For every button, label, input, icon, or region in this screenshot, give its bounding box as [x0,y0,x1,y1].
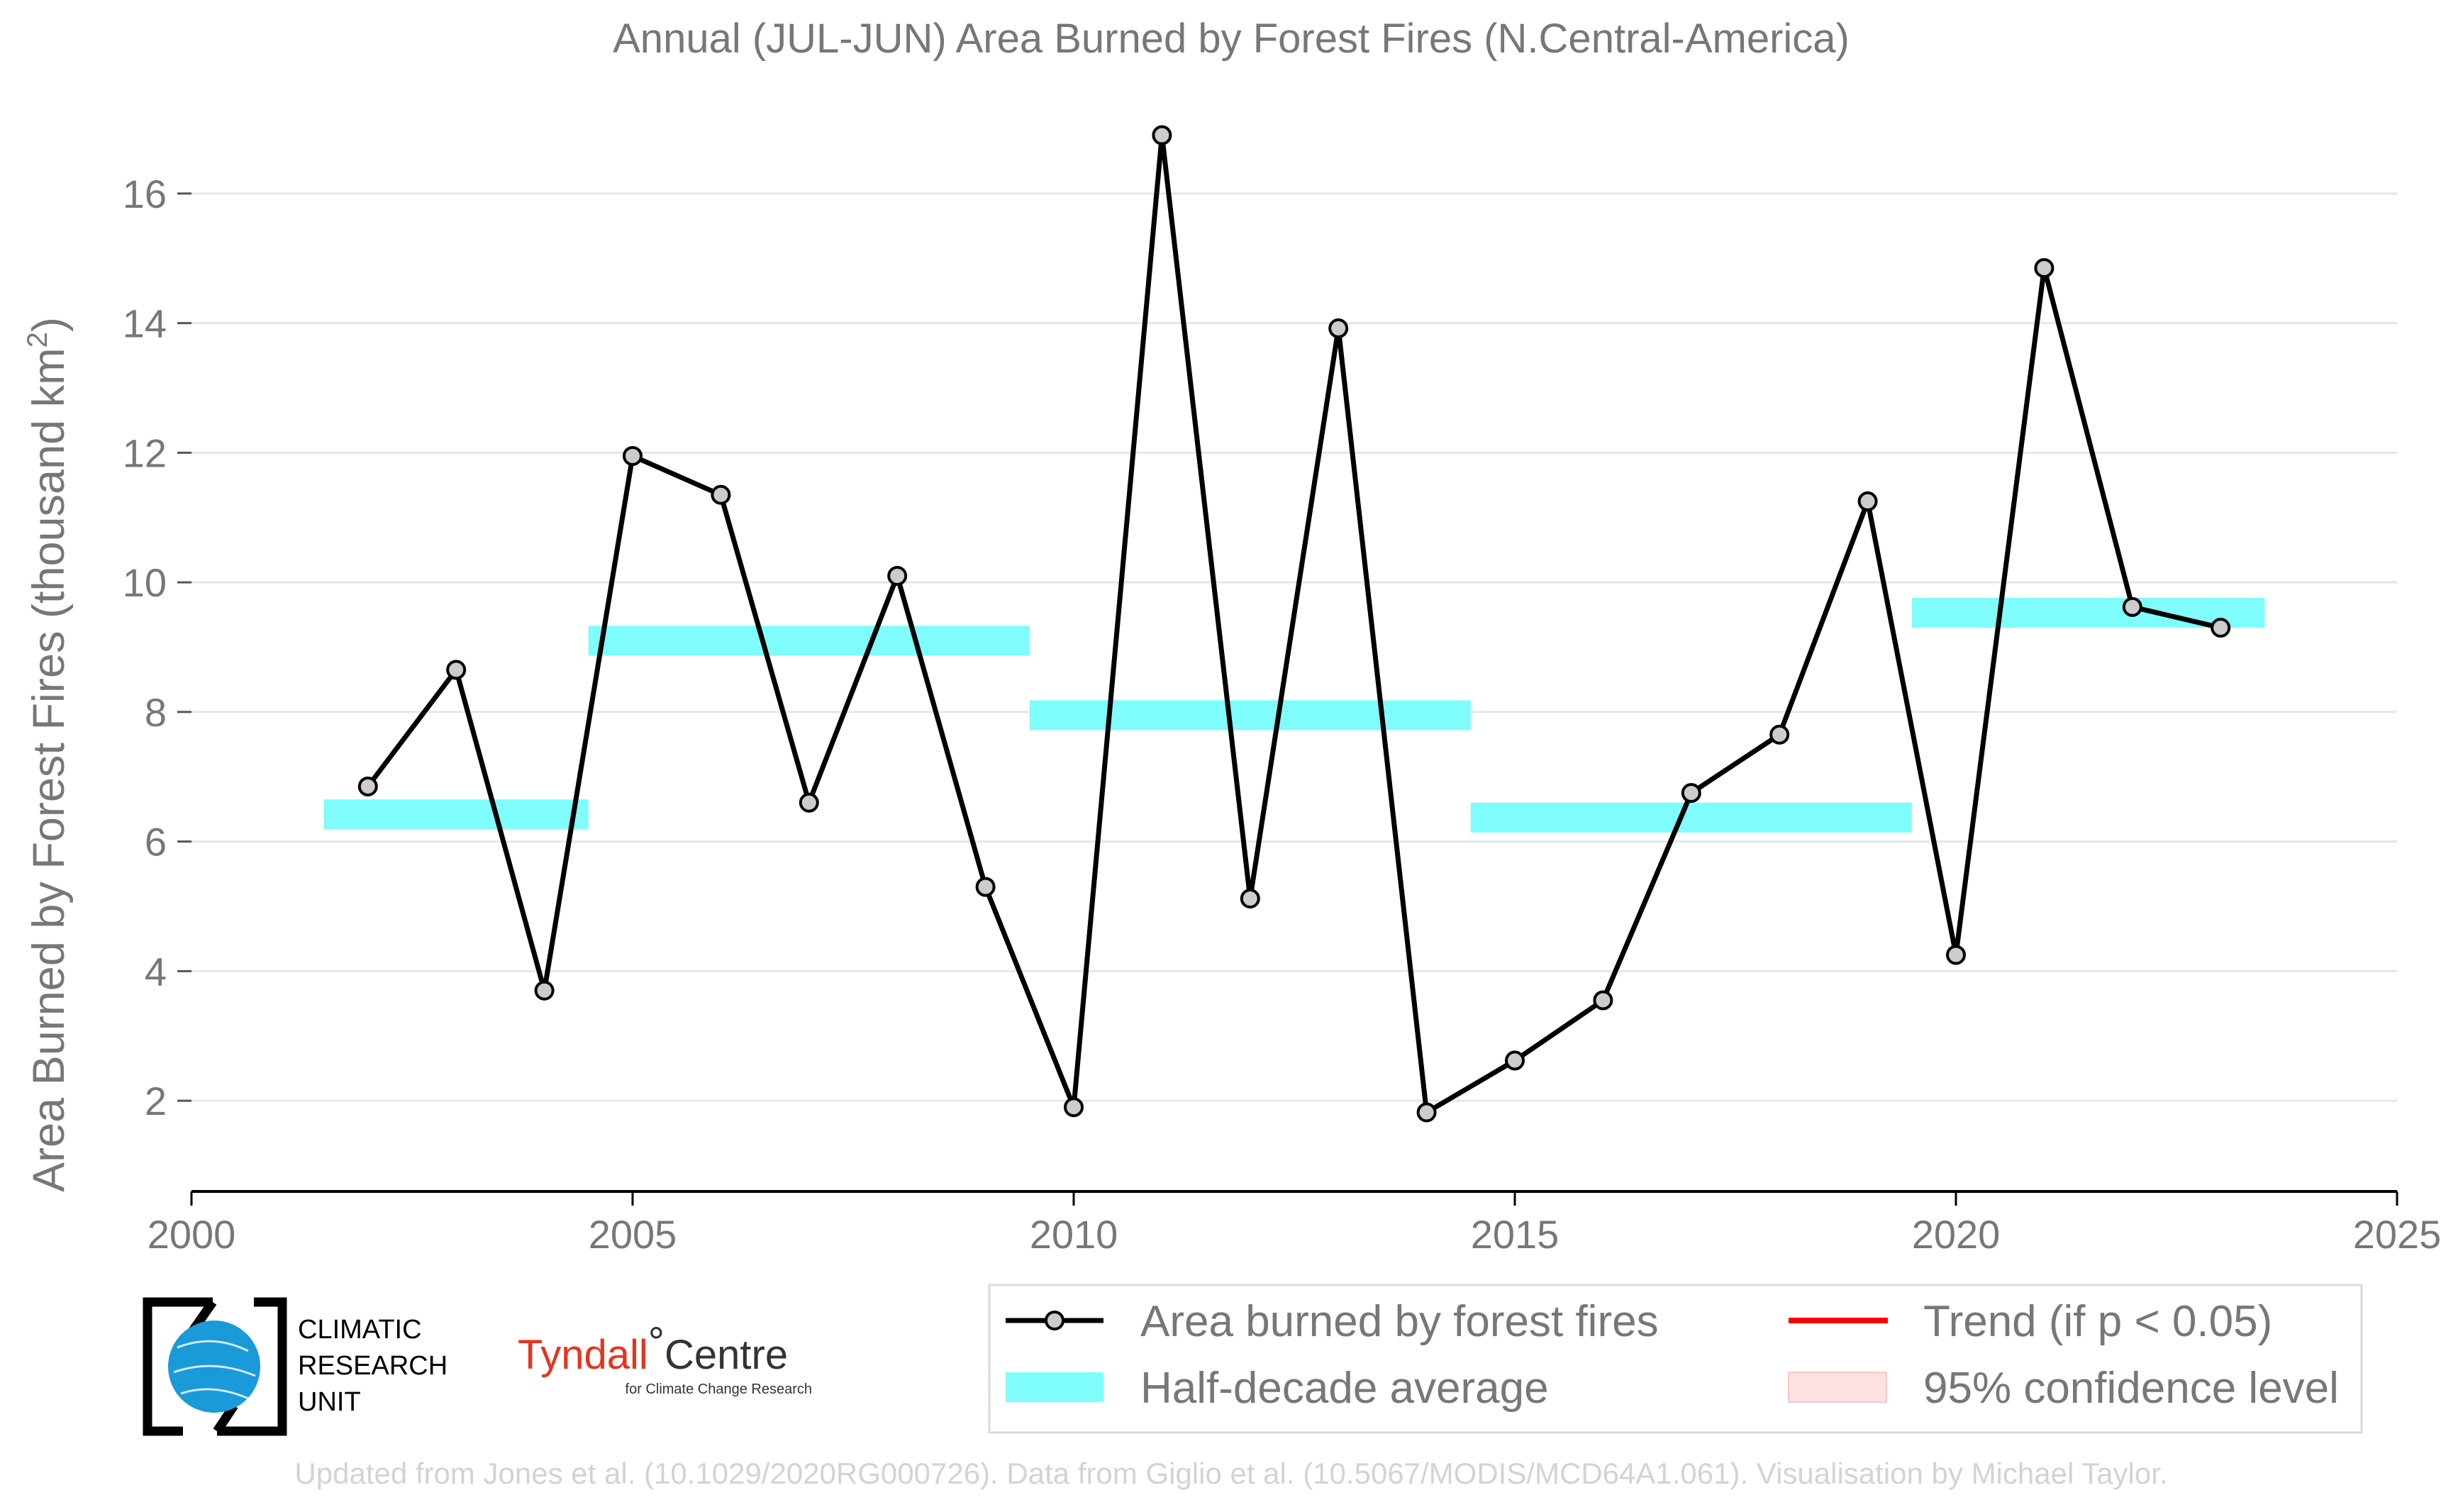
y-tick-label-6: 6 [145,820,167,865]
area-burned-markers [357,125,2231,1123]
data-point-2009 [975,877,996,897]
y-axis-label-superscript: 2 [22,332,53,348]
y-tick-label-4: 4 [145,949,167,994]
data-point-2018 [1769,724,1790,745]
y-tick-label-14: 14 [123,301,167,346]
half-decade-bar-3 [1029,700,1471,730]
data-point-2006 [711,484,731,505]
legend-label-area-burned: Area burned by forest fires [1140,1297,1659,1346]
y-axis-label: Area Burned by Forest Fires (thousand km… [22,317,74,1192]
tyndall-centre: Centre [665,1332,788,1378]
y-tick-label-8: 8 [145,690,167,735]
area-burned-series [366,135,2222,1117]
cru-text-line-1: CLIMATIC [298,1315,422,1345]
legend-box [988,1284,2363,1434]
legend-confidence-swatch [1788,1372,1887,1403]
area-burned-line [366,135,2222,1117]
y-tick-label-12: 12 [123,430,167,475]
data-point-2012 [1240,889,1260,909]
data-point-2021 [2034,257,2055,278]
y-axis-label-text: Area Burned by Forest Fires (thousand km [24,348,74,1192]
data-point-2013 [1328,318,1349,338]
legend-average-swatch [1006,1372,1103,1402]
data-point-2003 [446,660,467,680]
data-point-2014 [1416,1102,1437,1123]
y-tick-label-10: 10 [123,560,167,605]
data-point-2011 [1152,125,1172,145]
x-tick-label-2000: 2000 [148,1212,236,1257]
x-axis: 2000 2005 2010 2015 2020 2025 [148,1190,2442,1257]
gridlines [191,192,2397,1102]
legend: Area burned by forest fires Trend (if p … [988,1284,2363,1434]
legend-label-confidence: 95% confidence level [1923,1364,2339,1413]
x-tick-label-2010: 2010 [1030,1212,1118,1257]
tyndall-subtitle: for Climate Change Research [626,1382,812,1397]
tyndall-name: Tyndall [518,1332,648,1378]
data-point-2005 [623,445,643,466]
data-point-2010 [1064,1097,1084,1118]
data-point-2007 [799,792,819,813]
data-point-2020 [1946,945,1966,965]
data-point-2023 [2211,618,2231,638]
tyndall-logo-text: Tyndall°Centre [518,1319,788,1378]
x-tick-label-2025: 2025 [2353,1212,2442,1257]
footer-credit: Updated from Jones et al. (10.1029/2020R… [294,1457,2167,1490]
data-point-2008 [887,565,908,586]
data-point-2019 [1857,491,1878,511]
cru-logo: CLIMATIC RESEARCH UNIT [143,1297,447,1436]
data-point-2016 [1593,990,1613,1011]
data-point-2004 [534,980,555,1001]
half-decade-bar-1 [323,799,589,830]
data-point-2017 [1681,783,1701,804]
tyndall-degree: ° [648,1319,665,1365]
cru-text-line-3: UNIT [298,1387,361,1417]
x-tick-label-2005: 2005 [589,1212,677,1257]
y-tick-label-16: 16 [123,172,167,216]
chart-title: Annual (JUL-JUN) Area Burned by Forest F… [613,16,1850,62]
half-decade-average-bars [323,598,2265,833]
y-axis-label-close: ) [24,317,74,332]
legend-label-half-decade: Half-decade average [1140,1364,1549,1413]
data-point-2015 [1505,1050,1525,1071]
legend-marker-swatch [1045,1311,1064,1330]
x-tick-label-2020: 2020 [1912,1212,2001,1257]
data-point-2022 [2122,596,2142,617]
half-decade-bar-4 [1470,802,1912,833]
legend-label-trend: Trend (if p < 0.05) [1923,1297,2272,1346]
cru-logo-frame [143,1297,287,1436]
globe-icon-lines [173,1340,256,1400]
half-decade-bar-2 [588,626,1030,656]
x-tick-label-2015: 2015 [1471,1212,1559,1257]
cru-text-line-2: RESEARCH [298,1351,447,1381]
data-point-2002 [357,776,378,796]
y-tick-label-2: 2 [145,1079,167,1123]
tyndall-logo: Tyndall°Centre for Climate Change Resear… [518,1319,812,1397]
y-axis-ticks: 2 4 6 8 10 12 14 16 [123,172,191,1123]
